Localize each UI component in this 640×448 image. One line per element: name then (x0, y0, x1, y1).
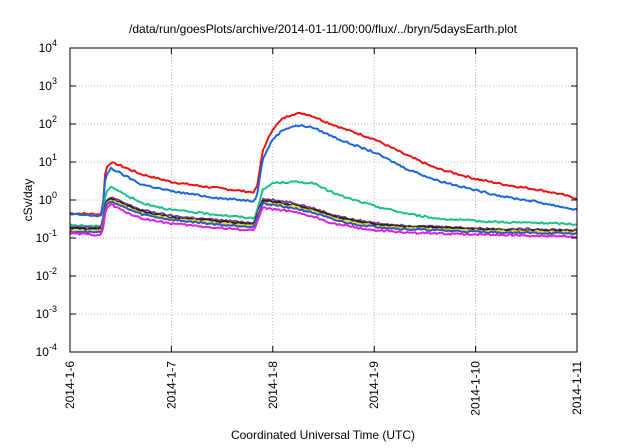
series-line (69, 124, 578, 218)
x-tick-label: 2014-1-11 (570, 361, 584, 415)
y-tick-label: 102 (39, 114, 57, 131)
series-lines (69, 111, 578, 239)
series-line (69, 111, 578, 216)
y-tick-exponent: 3 (52, 76, 57, 86)
x-tick-label: 2014-1-10 (469, 361, 483, 416)
grid-lines (70, 48, 577, 352)
x-tick-label: 2014-1-7 (164, 361, 178, 409)
x-tick-label: 2014-1-8 (266, 361, 280, 409)
y-tick-label: 10-1 (36, 228, 57, 245)
chart-title: /data/run/goesPlots/archive/2014-01-11/0… (129, 22, 518, 36)
y-tick-label: 10-4 (36, 342, 57, 359)
y-axis-label: cSv/day (21, 179, 35, 222)
y-tick-label: 100 (39, 190, 57, 207)
y-tick-exponent: -2 (49, 266, 57, 276)
y-tick-exponent: -3 (49, 304, 57, 314)
series-line (69, 180, 577, 229)
series-line (69, 200, 578, 236)
y-tick-exponent: 4 (52, 38, 57, 48)
x-tick-label: 2014-1-6 (63, 361, 77, 409)
y-tick-label: 10-3 (36, 304, 57, 321)
x-tick-labels: 2014-1-6 2014-1-7 2014-1-8 2014-1-9 2014-1-1… (63, 361, 584, 416)
axis-ticks (69, 47, 578, 353)
y-tick-label: 103 (39, 76, 57, 93)
y-tick-exponent: -1 (49, 228, 57, 238)
plot-frame (69, 47, 578, 353)
series-line (69, 203, 578, 239)
y-tick-exponent: 2 (52, 114, 57, 124)
y-tick-exponent: 0 (52, 190, 57, 200)
y-tick-label: 104 (39, 38, 57, 55)
x-axis-label: Coordinated Universal Time (UTC) (231, 428, 415, 442)
series-line (69, 197, 578, 233)
x-tick-label: 2014-1-9 (367, 361, 381, 409)
y-tick-exponent: -4 (49, 342, 57, 352)
y-tick-label: 101 (39, 152, 57, 169)
y-tick-label: 10-2 (36, 266, 57, 283)
y-tick-exponent: 1 (52, 152, 57, 162)
